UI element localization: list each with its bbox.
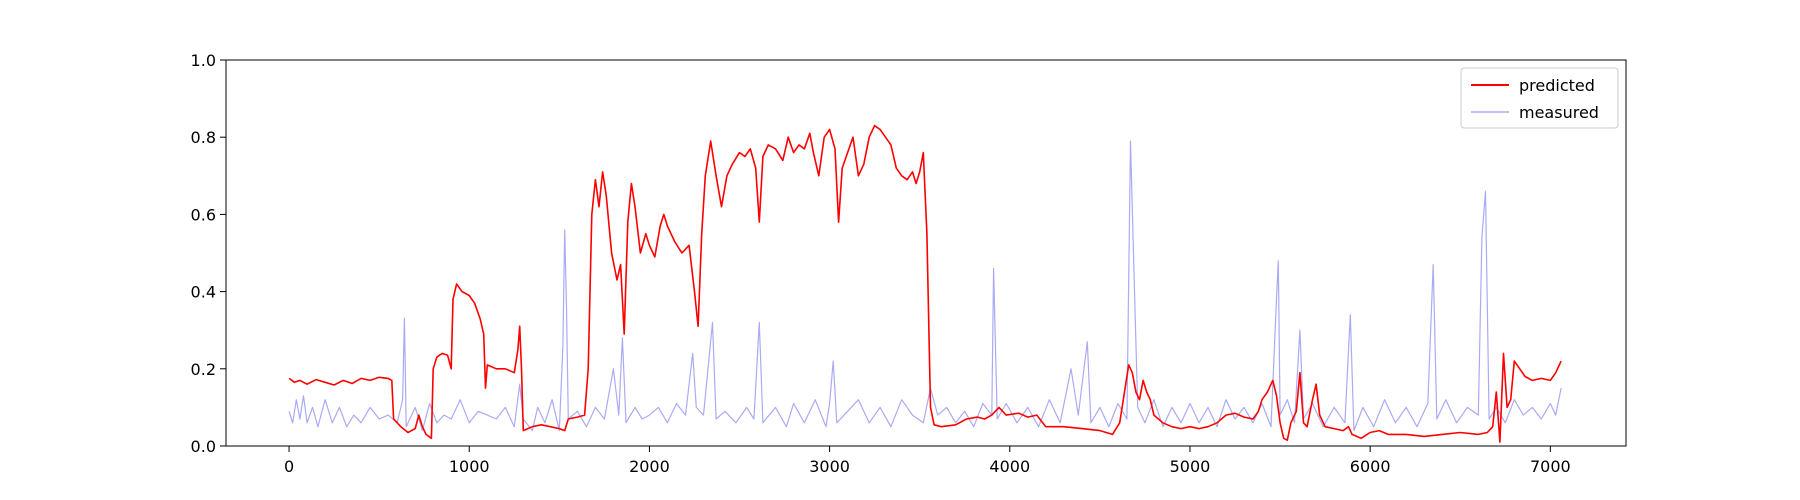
x-tick-label: 7000: [1530, 457, 1571, 476]
legend-label-measured: measured: [1519, 103, 1599, 122]
x-tick-label: 2000: [629, 457, 670, 476]
series-line-predicted: [288, 124, 1562, 443]
x-tick-label: 5000: [1170, 457, 1211, 476]
x-tick-label: 6000: [1350, 457, 1391, 476]
y-tick-label: 0.0: [191, 437, 216, 456]
legend: predicted measured: [1460, 67, 1619, 129]
x-tick-label: 1000: [449, 457, 490, 476]
x-tick-label: 3000: [809, 457, 850, 476]
x-tick-label: 0: [284, 457, 294, 476]
series-layer: [288, 124, 1562, 443]
y-axis: 0.0 0.2 0.4 0.6 0.8 1.0: [191, 51, 226, 456]
y-tick-label: 1.0: [191, 51, 216, 70]
x-tick-label: 4000: [989, 457, 1030, 476]
series-line-measured: [288, 140, 1562, 432]
legend-label-predicted: predicted: [1519, 76, 1595, 95]
y-tick-label: 0.2: [191, 360, 216, 379]
y-tick-label: 0.4: [191, 283, 216, 302]
plot-area-frame: [225, 59, 1627, 447]
legend-box: [1460, 67, 1619, 129]
y-tick-label: 0.8: [191, 128, 216, 147]
y-tick-label: 0.6: [191, 205, 216, 224]
x-axis: 0 1000 2000 3000 4000 5000 6000 7000: [284, 446, 1571, 476]
